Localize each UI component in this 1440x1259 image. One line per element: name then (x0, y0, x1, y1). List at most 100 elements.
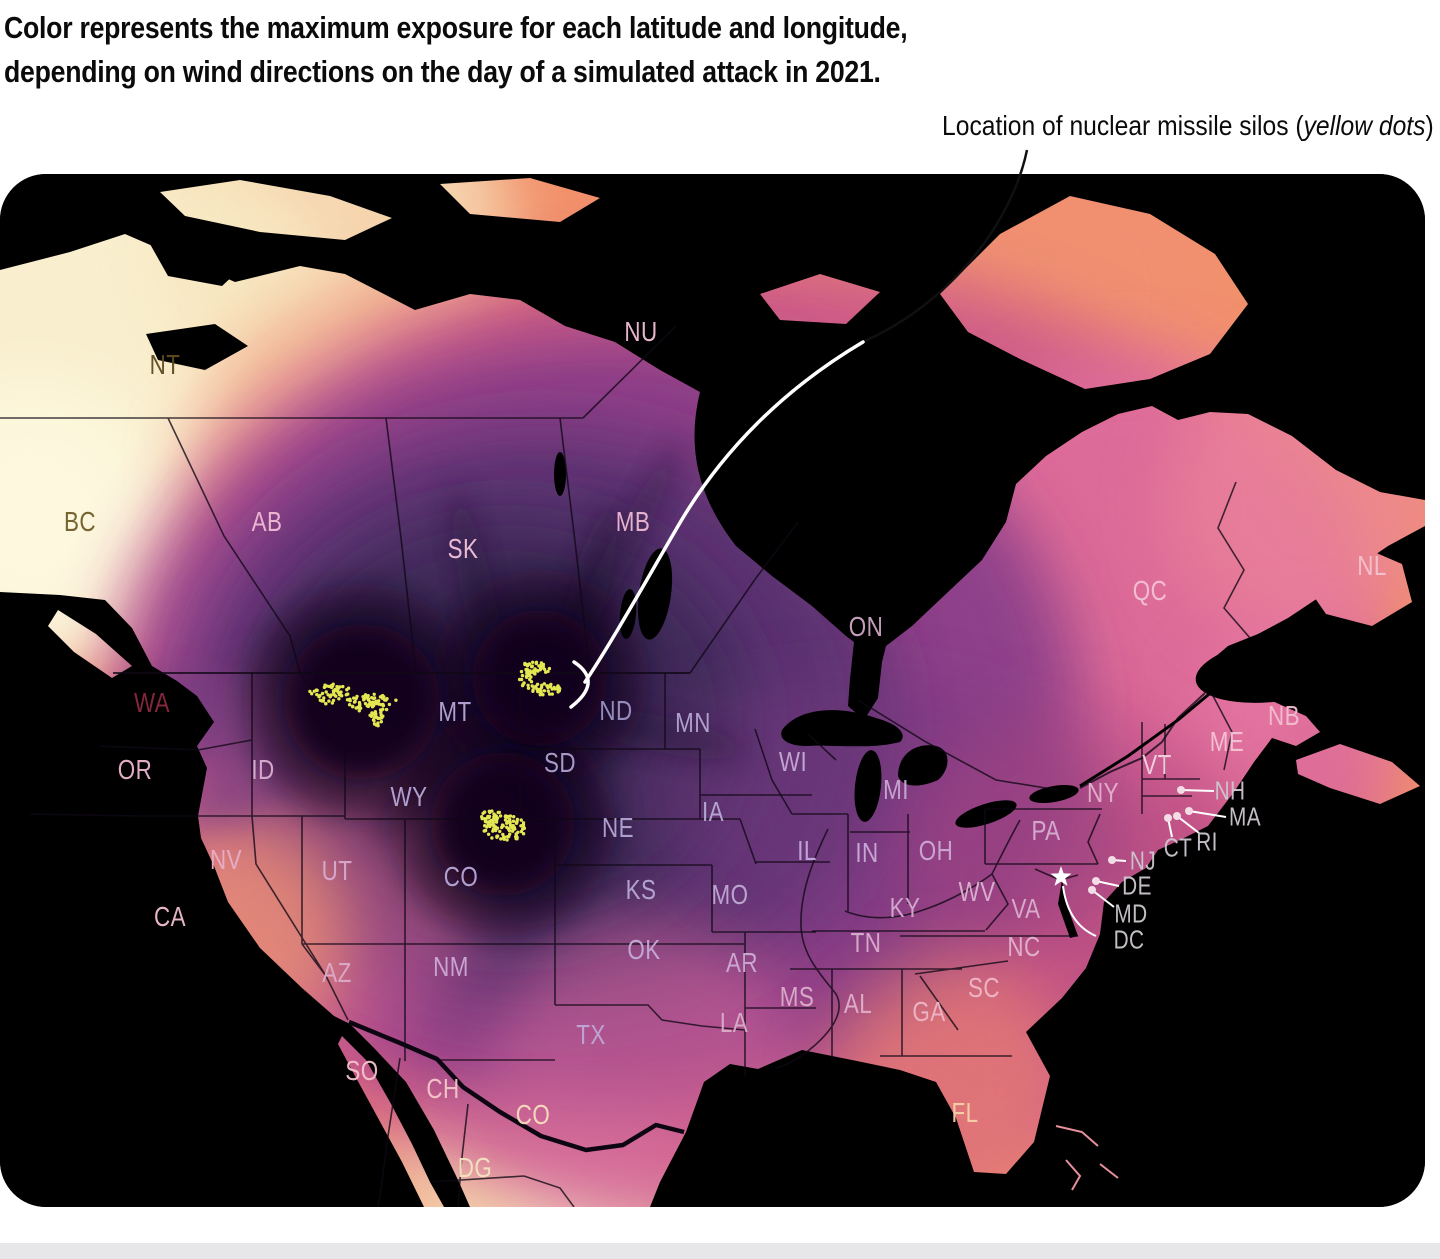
map-label-NB: NB (1268, 700, 1300, 731)
callout-dot-NH (1177, 786, 1185, 794)
map-callout-label-CT: CT (1163, 832, 1193, 863)
bottom-ui-strip (0, 1243, 1440, 1259)
map-label-WI: WI (778, 746, 808, 777)
small-state-callouts (1050, 786, 1227, 937)
callout-line-MA (1188, 810, 1227, 818)
map-label-AR: AR (726, 947, 758, 978)
map-label-BC: BC (64, 506, 96, 537)
map-label-NU: NU (624, 316, 658, 347)
map-label-NM: NM (433, 951, 469, 982)
map-label-QC: QC (1132, 575, 1168, 606)
map-label-SD: SD (544, 747, 576, 778)
great-slave-lake (146, 324, 248, 370)
map-label-MB: MB (615, 506, 651, 537)
map-callout-label-RI: RI (1196, 826, 1218, 857)
central-east-state-borders (754, 722, 1200, 1069)
callout-line-RI (1176, 815, 1200, 834)
map-label-TN: TN (850, 927, 882, 958)
map-label-SK: SK (447, 533, 479, 564)
map-label-ON: ON (848, 611, 884, 642)
map-callout-label-DC: DC (1113, 924, 1145, 955)
us-mexico-border (348, 1019, 685, 1153)
map-label-CO-MX: CO (515, 1099, 551, 1130)
map-label-IL: IL (797, 835, 817, 866)
map-callout-label-NH: NH (1214, 775, 1246, 806)
fallout-exposure-map: NT NU BC AB SK MB ON QC NL NB ME VT WA OR ID MT ND MN WI MI… (0, 174, 1425, 1207)
map-label-CO: CO (443, 861, 479, 892)
western-state-borders (29, 672, 830, 1076)
map-label-ME: ME (1209, 726, 1245, 757)
mexico-state-borders (377, 1057, 575, 1207)
callout-dot-RI (1173, 812, 1181, 820)
lake-erie (955, 800, 1017, 828)
lake-ontario (1029, 785, 1079, 803)
map-label-VT: VT (1142, 749, 1172, 780)
map-label-OH: OH (918, 835, 954, 866)
missile-silo-dots (308, 660, 562, 842)
map-label-NL: NL (1357, 550, 1387, 581)
map-label-NY: NY (1087, 777, 1119, 808)
map-label-MS: MS (779, 981, 815, 1012)
map-label-UT: UT (321, 855, 353, 886)
bahamas-islands (1055, 1125, 1119, 1191)
map-label-DG: DG (457, 1152, 493, 1183)
map-label-WY: WY (390, 781, 428, 812)
map-label-NT: NT (149, 349, 181, 380)
map-label-KS: KS (625, 874, 657, 905)
map-label-AB: AB (251, 506, 283, 537)
map-label-NV: NV (210, 844, 242, 875)
silo-annotation: Location of nuclear missile silos (yello… (942, 110, 1434, 141)
map-callout-label-MA: MA (1229, 801, 1261, 832)
callout-dot-CT (1164, 814, 1172, 822)
map-label-OR: OR (117, 754, 153, 785)
map-callout-label-NJ: NJ (1129, 845, 1157, 876)
map-label-MO: MO (711, 879, 749, 910)
silo-field-nd (517, 660, 562, 697)
chart-caption: Color represents the maximum exposure fo… (4, 6, 908, 94)
chesapeake-bay (1058, 880, 1078, 938)
silo-field-mt (308, 682, 398, 728)
map-label-ND: ND (599, 695, 633, 726)
map-callout-label-DE: DE (1122, 870, 1152, 901)
caption-line-1: Color represents the maximum exposure fo… (4, 10, 908, 45)
map-label-GA: GA (912, 996, 946, 1027)
map-label-AL: AL (843, 988, 873, 1019)
callout-line-MD (1091, 889, 1115, 908)
st-lawrence-river (1079, 688, 1215, 788)
lake-michigan (854, 750, 882, 822)
washington-dc-star-icon (1050, 866, 1072, 886)
lake-huron (898, 745, 948, 786)
callout-dot-DE (1092, 877, 1100, 885)
map-label-AZ: AZ (322, 957, 352, 988)
gulf-of-st-lawrence (1195, 635, 1365, 703)
map-label-MN: MN (675, 707, 711, 738)
map-label-PA: PA (1031, 815, 1061, 846)
map-label-VA: VA (1011, 893, 1041, 924)
map-label-CA: CA (154, 901, 186, 932)
map-label-OK: OK (627, 934, 661, 965)
callout-dot-MD (1088, 886, 1096, 894)
callout-dot-MA (1185, 807, 1193, 815)
map-label-CH: CH (426, 1073, 460, 1104)
silo-field-wy-ne-co (480, 809, 527, 842)
map-label-NE: NE (602, 812, 634, 843)
callout-line-DC (1062, 885, 1097, 937)
map-label-IN: IN (855, 837, 879, 868)
caption-line-2: depending on wind directions on the day … (4, 54, 881, 89)
map-label-WV: WV (958, 876, 996, 907)
map-label-FL: FL (951, 1097, 979, 1128)
bc-coast-fjords (0, 604, 61, 681)
map-label-LA: LA (719, 1007, 749, 1038)
callout-dot-NJ (1108, 856, 1116, 864)
political-borders (0, 325, 1251, 1207)
map-label-SO: SO (345, 1055, 379, 1086)
map-label-KY: KY (889, 892, 921, 923)
map-label-SC: SC (968, 972, 1000, 1003)
reindeer-lake (554, 452, 566, 496)
great-bear-lake (150, 232, 252, 286)
map-label-TX: TX (576, 1019, 606, 1050)
region-label-layer: NT NU BC AB SK MB ON QC NL NB ME VT WA OR ID MT ND MN WI MI… (0, 174, 1425, 1207)
map-label-IA: IA (702, 796, 724, 827)
map-label-MT: MT (438, 696, 472, 727)
